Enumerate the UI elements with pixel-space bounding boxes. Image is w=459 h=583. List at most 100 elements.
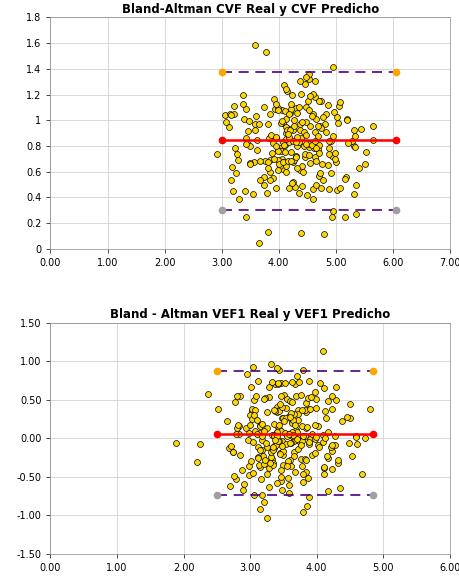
Point xyxy=(325,136,332,145)
Point xyxy=(285,480,293,489)
Point xyxy=(247,382,255,392)
Point xyxy=(289,417,296,427)
Point xyxy=(328,440,336,449)
Point xyxy=(321,119,328,128)
Point xyxy=(353,431,360,441)
Point xyxy=(254,453,262,462)
Point xyxy=(221,110,229,120)
Point xyxy=(261,181,268,190)
Point xyxy=(265,483,273,492)
Point xyxy=(265,392,272,401)
Point xyxy=(293,108,300,117)
Point xyxy=(334,458,341,468)
Point xyxy=(294,406,301,415)
Point xyxy=(235,430,242,439)
Point xyxy=(276,406,283,416)
Point xyxy=(296,437,303,447)
Point xyxy=(231,109,238,118)
Point xyxy=(294,415,301,424)
Point xyxy=(320,383,328,392)
Point xyxy=(285,110,293,119)
Point xyxy=(321,433,329,442)
Point xyxy=(292,151,299,160)
Point xyxy=(321,406,328,416)
Point xyxy=(243,139,250,149)
Point xyxy=(320,463,328,473)
Point xyxy=(291,435,298,444)
Point xyxy=(281,106,288,115)
Point xyxy=(248,406,255,416)
Point xyxy=(250,362,257,371)
Point xyxy=(300,431,307,440)
Point xyxy=(243,369,251,378)
Point xyxy=(299,469,307,479)
Point xyxy=(369,121,377,131)
Point xyxy=(273,431,280,440)
Point xyxy=(276,159,283,168)
Point xyxy=(305,74,313,83)
Point xyxy=(257,428,264,437)
Point xyxy=(314,131,321,141)
Point xyxy=(287,461,294,470)
Point xyxy=(281,141,289,150)
Point xyxy=(285,137,292,146)
Point xyxy=(289,377,296,387)
Point xyxy=(316,121,323,131)
Point xyxy=(297,229,304,238)
Point xyxy=(324,487,331,496)
Point xyxy=(328,212,336,222)
Point xyxy=(274,378,282,387)
Point xyxy=(274,106,282,115)
Point xyxy=(305,105,313,114)
Point xyxy=(305,140,312,149)
Point xyxy=(229,447,236,456)
Point xyxy=(275,436,282,445)
Point xyxy=(291,115,298,125)
Point xyxy=(196,439,204,448)
Point xyxy=(271,94,278,103)
Point xyxy=(328,391,336,401)
Point xyxy=(358,125,365,134)
Point xyxy=(229,163,236,172)
Point xyxy=(304,96,312,106)
Point xyxy=(290,451,297,461)
Point xyxy=(331,154,339,164)
Point xyxy=(261,394,268,403)
Point xyxy=(313,181,320,190)
Point xyxy=(279,451,286,460)
Point xyxy=(274,478,281,487)
Point xyxy=(236,421,243,430)
Point xyxy=(294,409,302,419)
Point xyxy=(260,451,267,461)
Point xyxy=(256,156,263,165)
Point xyxy=(270,431,277,441)
Point xyxy=(269,459,277,468)
Point xyxy=(286,108,294,118)
Point xyxy=(278,106,285,115)
Point xyxy=(267,109,274,118)
Point xyxy=(232,430,240,439)
Point xyxy=(281,147,289,156)
Point xyxy=(285,132,293,142)
Point xyxy=(268,447,275,456)
Point xyxy=(325,453,332,462)
Point xyxy=(246,470,253,480)
Point xyxy=(356,163,363,173)
Point xyxy=(282,122,289,132)
Point xyxy=(330,107,337,117)
Point xyxy=(279,116,286,125)
Point xyxy=(275,424,282,433)
Point xyxy=(284,129,291,138)
Point xyxy=(325,143,333,153)
Point xyxy=(338,416,346,425)
Point xyxy=(295,138,302,147)
Point xyxy=(319,113,326,122)
Point xyxy=(224,417,231,426)
Point xyxy=(285,456,292,466)
Point xyxy=(263,47,270,57)
Point xyxy=(254,415,261,424)
Point xyxy=(264,228,272,237)
Point xyxy=(293,163,301,173)
Point xyxy=(230,472,238,481)
Point xyxy=(286,488,293,497)
